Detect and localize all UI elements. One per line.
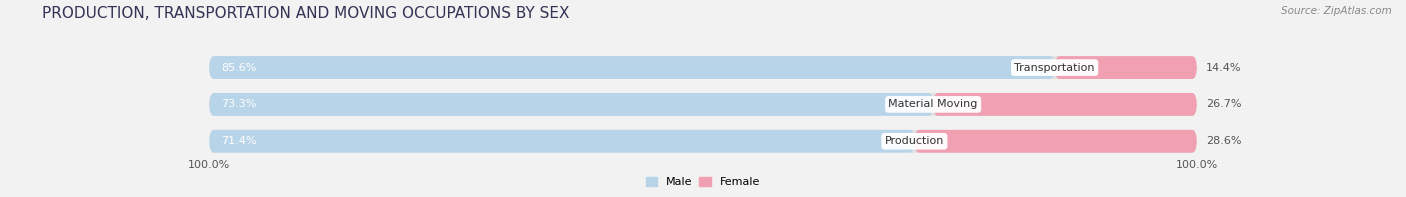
Text: Production: Production [884, 136, 943, 146]
Text: 14.4%: 14.4% [1206, 63, 1241, 72]
Text: 71.4%: 71.4% [221, 136, 256, 146]
Text: 85.6%: 85.6% [221, 63, 256, 72]
FancyBboxPatch shape [209, 93, 934, 116]
Text: PRODUCTION, TRANSPORTATION AND MOVING OCCUPATIONS BY SEX: PRODUCTION, TRANSPORTATION AND MOVING OC… [42, 6, 569, 21]
Text: Source: ZipAtlas.com: Source: ZipAtlas.com [1281, 6, 1392, 16]
FancyBboxPatch shape [209, 130, 1197, 153]
FancyBboxPatch shape [1054, 56, 1197, 79]
FancyBboxPatch shape [209, 56, 1054, 79]
FancyBboxPatch shape [209, 93, 1197, 116]
Text: 28.6%: 28.6% [1206, 136, 1241, 146]
FancyBboxPatch shape [209, 56, 1197, 79]
Text: 100.0%: 100.0% [1175, 160, 1218, 170]
FancyBboxPatch shape [934, 93, 1197, 116]
Legend: Male, Female: Male, Female [641, 172, 765, 191]
Text: 100.0%: 100.0% [188, 160, 231, 170]
FancyBboxPatch shape [209, 130, 914, 153]
Text: Transportation: Transportation [1014, 63, 1095, 72]
Text: 26.7%: 26.7% [1206, 99, 1241, 109]
Text: Material Moving: Material Moving [889, 99, 977, 109]
Text: 73.3%: 73.3% [221, 99, 256, 109]
FancyBboxPatch shape [914, 130, 1197, 153]
